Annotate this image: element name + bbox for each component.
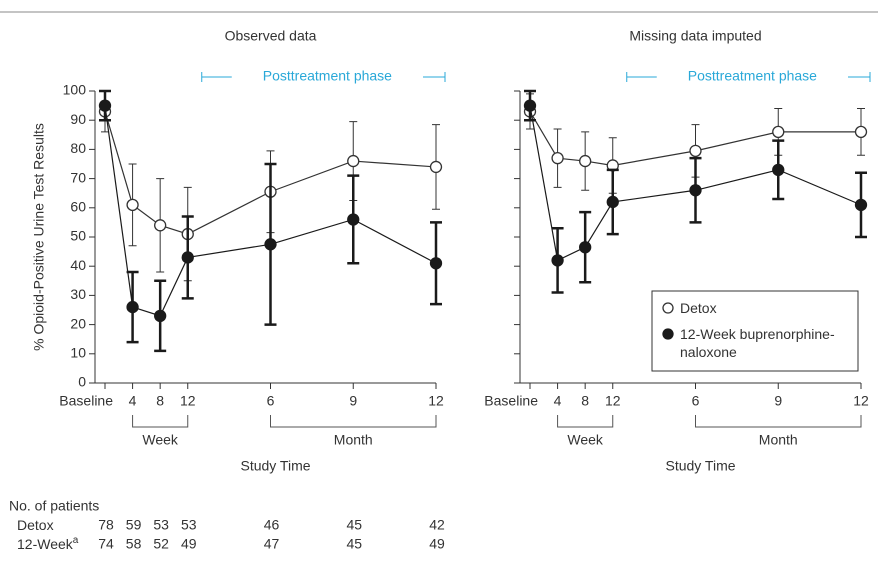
row-label-text: 12-Week: [17, 536, 74, 552]
patient-count: 42: [429, 517, 445, 533]
x-tick-label: 12: [605, 393, 621, 409]
patient-count: 52: [153, 536, 169, 552]
annotation: Posttreatment phase: [688, 68, 817, 84]
marker: [854, 125, 868, 139]
annotation: Posttreatment phase: [263, 68, 392, 84]
y-tick-label: 100: [63, 82, 87, 98]
group-bracket: [695, 415, 862, 428]
patient-count: 49: [429, 536, 445, 552]
y-tick-label: 0: [78, 374, 86, 390]
y-tick-label: 60: [70, 199, 86, 215]
x-tick-label: 8: [581, 393, 589, 409]
group-bracket: [557, 415, 614, 428]
patient-count: 74: [98, 536, 114, 552]
row-label-text: Detox: [17, 517, 54, 533]
x-tick-label: 12: [428, 393, 444, 409]
patient-count: 59: [126, 517, 142, 533]
patient-count: 58: [126, 536, 142, 552]
marker: [126, 198, 139, 212]
marker: [154, 309, 167, 322]
panel-title: Missing data imputed: [629, 28, 761, 44]
footnote-mark: a: [73, 535, 79, 546]
y-tick-label: 40: [70, 257, 86, 273]
y-tick-label: 90: [70, 111, 86, 127]
x-tick-label: 9: [349, 393, 357, 409]
legend-label: Detox: [680, 300, 717, 316]
marker: [854, 198, 868, 212]
legend-label: 12-Week buprenorphine-naloxone: [680, 326, 835, 360]
patient-count: 53: [153, 517, 169, 533]
x-tick-label: 6: [692, 393, 700, 409]
legend-entry: Detox: [680, 300, 717, 316]
table-title: No. of patients: [9, 498, 99, 514]
marker: [551, 254, 564, 267]
marker: [772, 163, 785, 176]
patient-count: 47: [264, 536, 280, 552]
panel-title: Observed data: [225, 28, 317, 44]
x-tick-label: 4: [554, 393, 562, 409]
y-tick-label: 70: [70, 169, 86, 185]
group-bracket: [132, 415, 189, 428]
marker: [347, 213, 360, 226]
x-tick-label: Baseline: [59, 393, 113, 409]
marker: [772, 125, 785, 139]
marker: [689, 144, 702, 158]
marker: [126, 300, 139, 314]
patient-count: 46: [264, 517, 280, 533]
patient-count: 78: [98, 517, 114, 533]
row-label: 12-Weeka: [17, 535, 79, 552]
row-label: Detox: [17, 517, 54, 533]
patient-count: 45: [346, 517, 362, 533]
marker: [523, 99, 537, 112]
group-label: Month: [759, 432, 798, 448]
y-tick-label: 20: [70, 315, 86, 331]
group-label: Month: [334, 432, 373, 448]
marker: [347, 154, 360, 168]
y-tick-label: 80: [70, 140, 86, 156]
patient-count: 53: [181, 517, 197, 533]
marker: [154, 219, 167, 232]
y-tick-label: 50: [70, 228, 86, 244]
group-bracket: [270, 415, 437, 428]
x-tick-label: 4: [129, 393, 137, 409]
y-axis-label: % Opioid-Positive Urine Test Results: [31, 123, 47, 351]
marker: [689, 184, 702, 197]
x-tick-label: 12: [180, 393, 196, 409]
marker: [606, 195, 619, 209]
marker: [98, 99, 112, 112]
marker: [429, 257, 443, 270]
patient-count: 45: [346, 536, 362, 552]
group-label: Week: [567, 432, 604, 448]
patient-count: 49: [181, 536, 197, 552]
legend-marker: [662, 302, 674, 314]
marker: [579, 154, 592, 168]
x-tick-label: 6: [267, 393, 275, 409]
marker: [429, 160, 443, 174]
marker: [264, 238, 277, 251]
x-tick-label: Baseline: [484, 393, 538, 409]
x-tick-label: 9: [774, 393, 782, 409]
marker: [181, 251, 194, 264]
marker: [579, 241, 592, 254]
y-tick-label: 10: [70, 345, 86, 361]
x-axis-label: Study Time: [240, 458, 310, 474]
marker: [551, 152, 564, 165]
group-label: Week: [142, 432, 179, 448]
y-tick-label: 30: [70, 286, 86, 302]
x-tick-label: 12: [853, 393, 869, 409]
x-tick-label: 8: [156, 393, 164, 409]
legend-entry: 12-Week buprenorphine-naloxone: [680, 326, 835, 360]
legend-marker: [662, 328, 674, 340]
legend-box: [651, 290, 859, 372]
x-axis-label: Study Time: [665, 458, 735, 474]
